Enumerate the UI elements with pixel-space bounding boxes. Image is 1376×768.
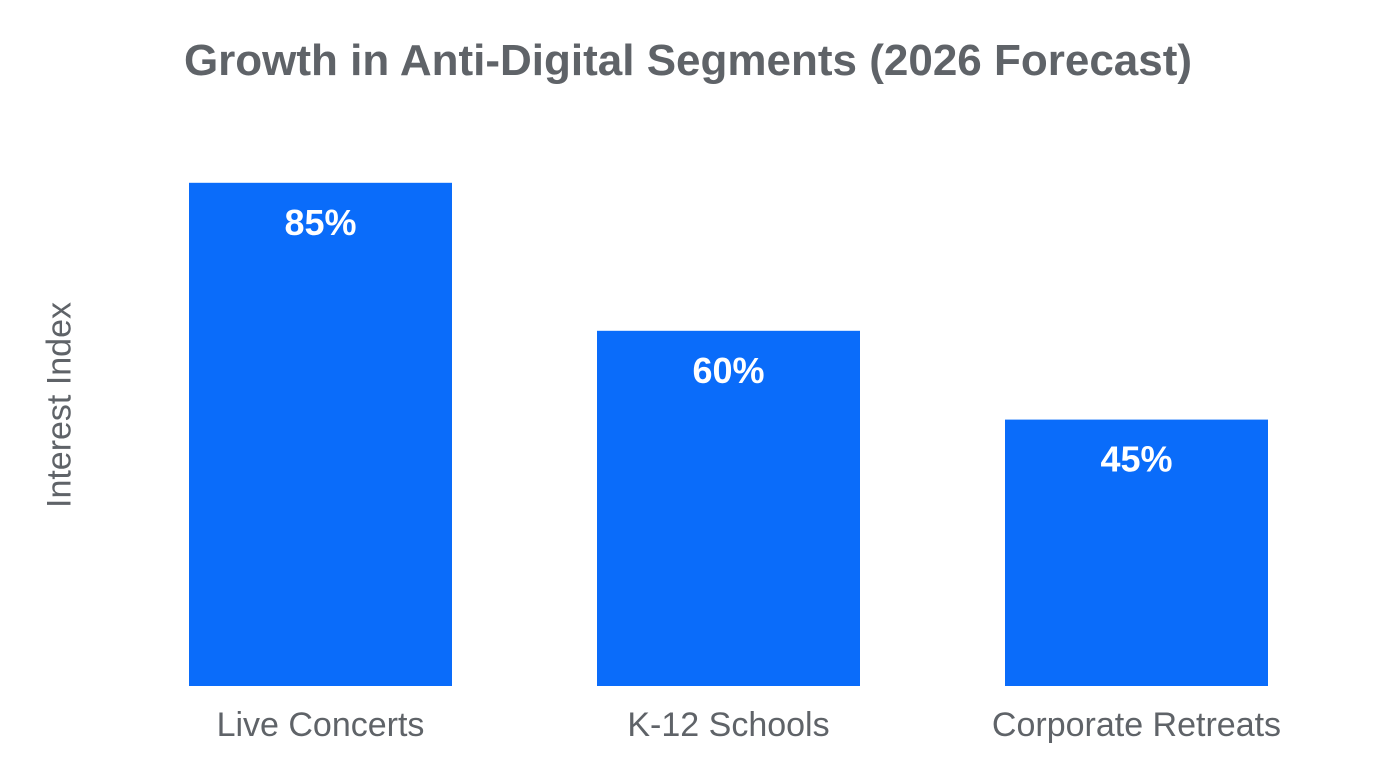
data-label: 45% xyxy=(1100,439,1172,480)
data-label: 85% xyxy=(284,202,356,243)
bar-0 xyxy=(189,182,452,687)
x-tick-label: Live Concerts xyxy=(217,706,425,744)
x-tick-label: K-12 Schools xyxy=(627,706,829,744)
data-label: 60% xyxy=(692,350,764,391)
x-tick-label: Corporate Retreats xyxy=(992,706,1281,744)
bar-1 xyxy=(597,330,860,686)
chart-title: Growth in Anti-Digital Segments (2026 Fo… xyxy=(183,36,1193,85)
bar-2 xyxy=(1005,419,1268,686)
